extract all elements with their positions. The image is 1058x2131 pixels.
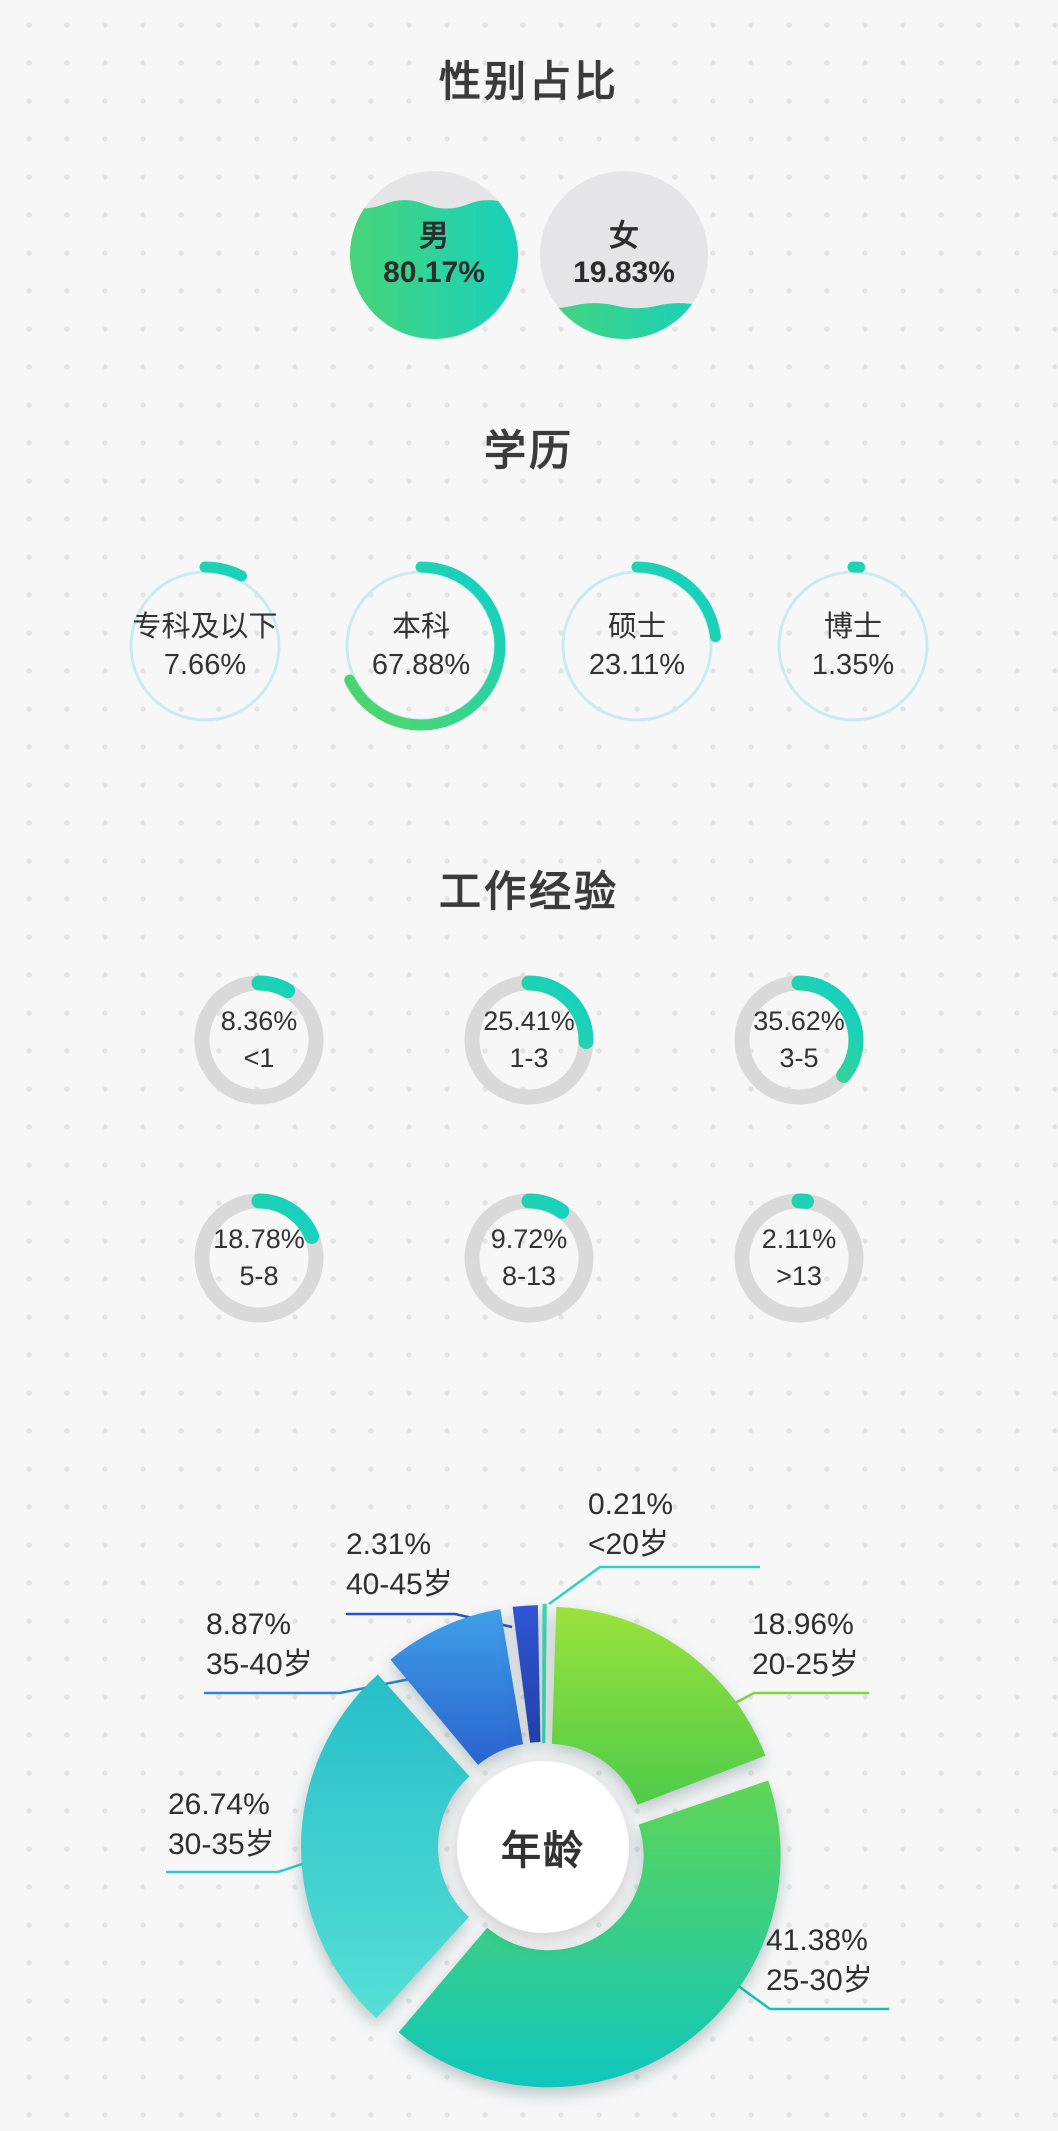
- education-ring-associate: [117, 558, 293, 734]
- experience-chart-5-8: 18.78% 5-8: [184, 1183, 334, 1333]
- experience-label-8-13: 8-13: [501, 1260, 557, 1291]
- age-percent-20-25: 18.96%: [752, 1608, 854, 1641]
- experience-percent-5-8: 18.78%: [213, 1223, 305, 1254]
- experience-section: 工作经验 8.36% <1 25.41% 1-3: [0, 858, 1058, 1333]
- education-ring-master: [549, 558, 725, 734]
- experience-label-gt13: >13: [776, 1260, 822, 1291]
- education-section: 学历 专科及以下 7.66% 本科 67.88% 硕士: [0, 417, 1058, 734]
- age-center-label: 年龄: [457, 1761, 629, 1933]
- age-label-25-30: 41.38% 25-30岁: [766, 1921, 873, 2000]
- age-range-under-20: <20岁: [588, 1527, 669, 1561]
- education-label-master: 硕士: [607, 610, 666, 643]
- education-chart-master: 硕士 23.11%: [549, 558, 725, 734]
- experience-percent-gt13: 2.11%: [761, 1223, 837, 1254]
- education-label-phd: 博士: [823, 610, 882, 643]
- experience-ring-5-8: [184, 1183, 334, 1333]
- education-percent-bachelor: 67.88%: [371, 648, 471, 681]
- gender-male-chart: 男 80.17%: [350, 171, 518, 339]
- age-label-30-35: 26.74% 30-35岁: [168, 1785, 275, 1864]
- experience-label-1-3: 1-3: [509, 1042, 549, 1073]
- age-range-35-40: 35-40岁: [206, 1647, 313, 1681]
- gender-section-title: 性别占比: [438, 58, 619, 105]
- age-label-35-40: 8.87% 35-40岁: [206, 1605, 313, 1684]
- experience-ring-8-13: [454, 1183, 604, 1333]
- age-label-20-25: 18.96% 20-25岁: [752, 1605, 859, 1684]
- gender-female-chart: 女 19.83%: [540, 171, 708, 339]
- education-section-title: 学历: [483, 427, 574, 474]
- experience-charts-grid: 8.36% <1 25.41% 1-3 35.62% 3-5: [0, 965, 1058, 1333]
- education-percent-associate: 7.66%: [163, 648, 247, 681]
- education-ring-bachelor: [333, 558, 509, 734]
- age-section: 年龄 0.21% <20岁 2.31% 40-45岁 8.87% 35-40岁 …: [0, 1375, 1058, 2131]
- gender-male-percent: 80.17%: [383, 256, 485, 289]
- gender-section: 性别占比 男 80.17% 女 19.83%: [0, 0, 1058, 339]
- education-ring-phd: [765, 558, 941, 734]
- experience-ring-3-5: [724, 965, 874, 1115]
- age-percent-40-45: 2.31%: [346, 1528, 432, 1561]
- experience-ring-gt13: [724, 1183, 874, 1333]
- experience-ring-lt1: [184, 965, 334, 1115]
- gender-female-liquid-fill: [540, 171, 708, 339]
- age-range-20-25: 20-25岁: [752, 1647, 859, 1681]
- experience-chart-3-5: 35.62% 3-5: [724, 965, 874, 1115]
- education-label-associate: 专科及以下: [132, 610, 278, 643]
- age-percent-under-20: 0.21%: [588, 1488, 674, 1521]
- experience-percent-lt1: 8.36%: [220, 1005, 298, 1036]
- age-range-25-30: 25-30岁: [766, 1963, 873, 1997]
- age-percent-25-30: 41.38%: [766, 1924, 868, 1957]
- gender-male-liquid-fill: [350, 171, 518, 339]
- experience-label-3-5: 3-5: [779, 1042, 819, 1073]
- gender-female-percent: 19.83%: [573, 256, 675, 289]
- education-charts-row: 专科及以下 7.66% 本科 67.88% 硕士 23.11%: [0, 558, 1058, 734]
- age-label-40-45: 2.31% 40-45岁: [346, 1525, 453, 1604]
- experience-label-lt1: <1: [243, 1042, 275, 1073]
- experience-ring-1-3: [454, 965, 604, 1115]
- age-range-40-45: 40-45岁: [346, 1567, 453, 1601]
- education-chart-bachelor: 本科 67.88%: [333, 558, 509, 734]
- gender-charts-row: 男 80.17% 女 19.83%: [0, 171, 1058, 339]
- education-chart-phd: 博士 1.35%: [765, 558, 941, 734]
- experience-percent-1-3: 25.41%: [483, 1005, 575, 1036]
- experience-chart-8-13: 9.72% 8-13: [454, 1183, 604, 1333]
- age-percent-30-35: 26.74%: [168, 1788, 270, 1821]
- gender-male-label: 男: [419, 220, 449, 253]
- gender-female-label: 女: [609, 220, 639, 253]
- age-donut-chart: [263, 1567, 823, 2127]
- experience-chart-gt13: 2.11% >13: [724, 1183, 874, 1333]
- age-percent-35-40: 8.87%: [206, 1608, 292, 1641]
- education-chart-associate: 专科及以下 7.66%: [117, 558, 293, 734]
- experience-section-title: 工作经验: [438, 868, 619, 915]
- experience-percent-8-13: 9.72%: [490, 1223, 568, 1254]
- age-label-under-20: 0.21% <20岁: [588, 1485, 673, 1564]
- experience-percent-3-5: 35.62%: [753, 1005, 845, 1036]
- experience-chart-1-3: 25.41% 1-3: [454, 965, 604, 1115]
- education-percent-master: 23.11%: [588, 648, 686, 681]
- age-range-30-35: 30-35岁: [168, 1827, 275, 1861]
- experience-label-5-8: 5-8: [239, 1260, 279, 1291]
- education-percent-phd: 1.35%: [811, 648, 895, 681]
- education-label-bachelor: 本科: [391, 610, 450, 643]
- experience-chart-lt1: 8.36% <1: [184, 965, 334, 1115]
